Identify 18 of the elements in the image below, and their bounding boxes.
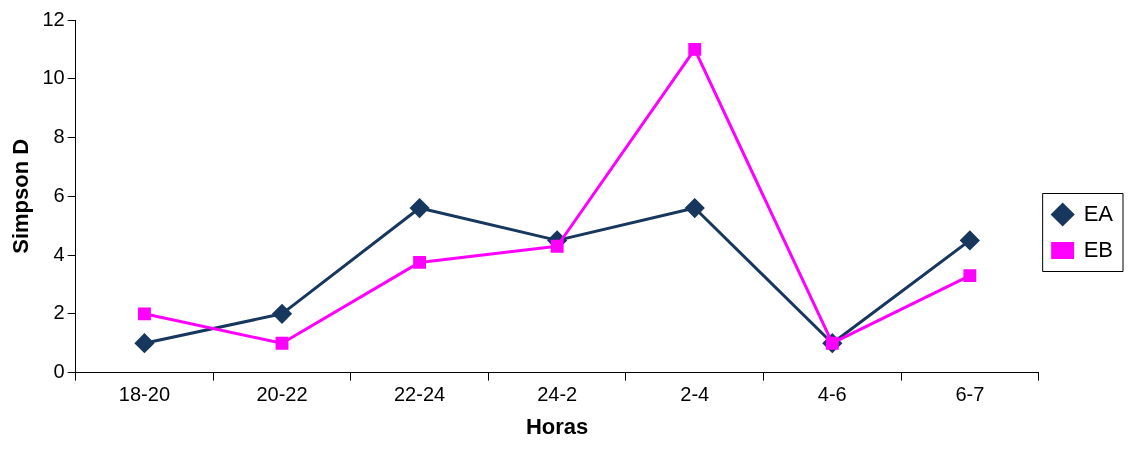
- y-tick-label: 12: [42, 7, 65, 30]
- x-tick-label: 22-24: [394, 383, 446, 406]
- y-axis-title: Simpson D: [8, 138, 34, 254]
- x-axis-title: Horas: [525, 413, 589, 439]
- x-tick-label: 4-6: [817, 383, 847, 406]
- x-tick-label: 6-7: [955, 383, 985, 406]
- x-tick-label: 2-4: [680, 383, 710, 406]
- legend-label: EB: [1083, 236, 1114, 262]
- x-tick-label: 18-20: [118, 383, 171, 406]
- y-tick-label: 8: [53, 125, 65, 148]
- y-tick-label: 6: [53, 183, 65, 206]
- y-tick-label: 10: [42, 66, 65, 89]
- legend-label: EA: [1083, 200, 1114, 226]
- y-tick-label: 4: [53, 242, 65, 265]
- x-tick-label: 24-2: [537, 383, 578, 406]
- y-tick-label: 0: [53, 360, 65, 383]
- y-tick-label: 2: [53, 301, 65, 324]
- x-tick-label: 20-22: [256, 383, 308, 406]
